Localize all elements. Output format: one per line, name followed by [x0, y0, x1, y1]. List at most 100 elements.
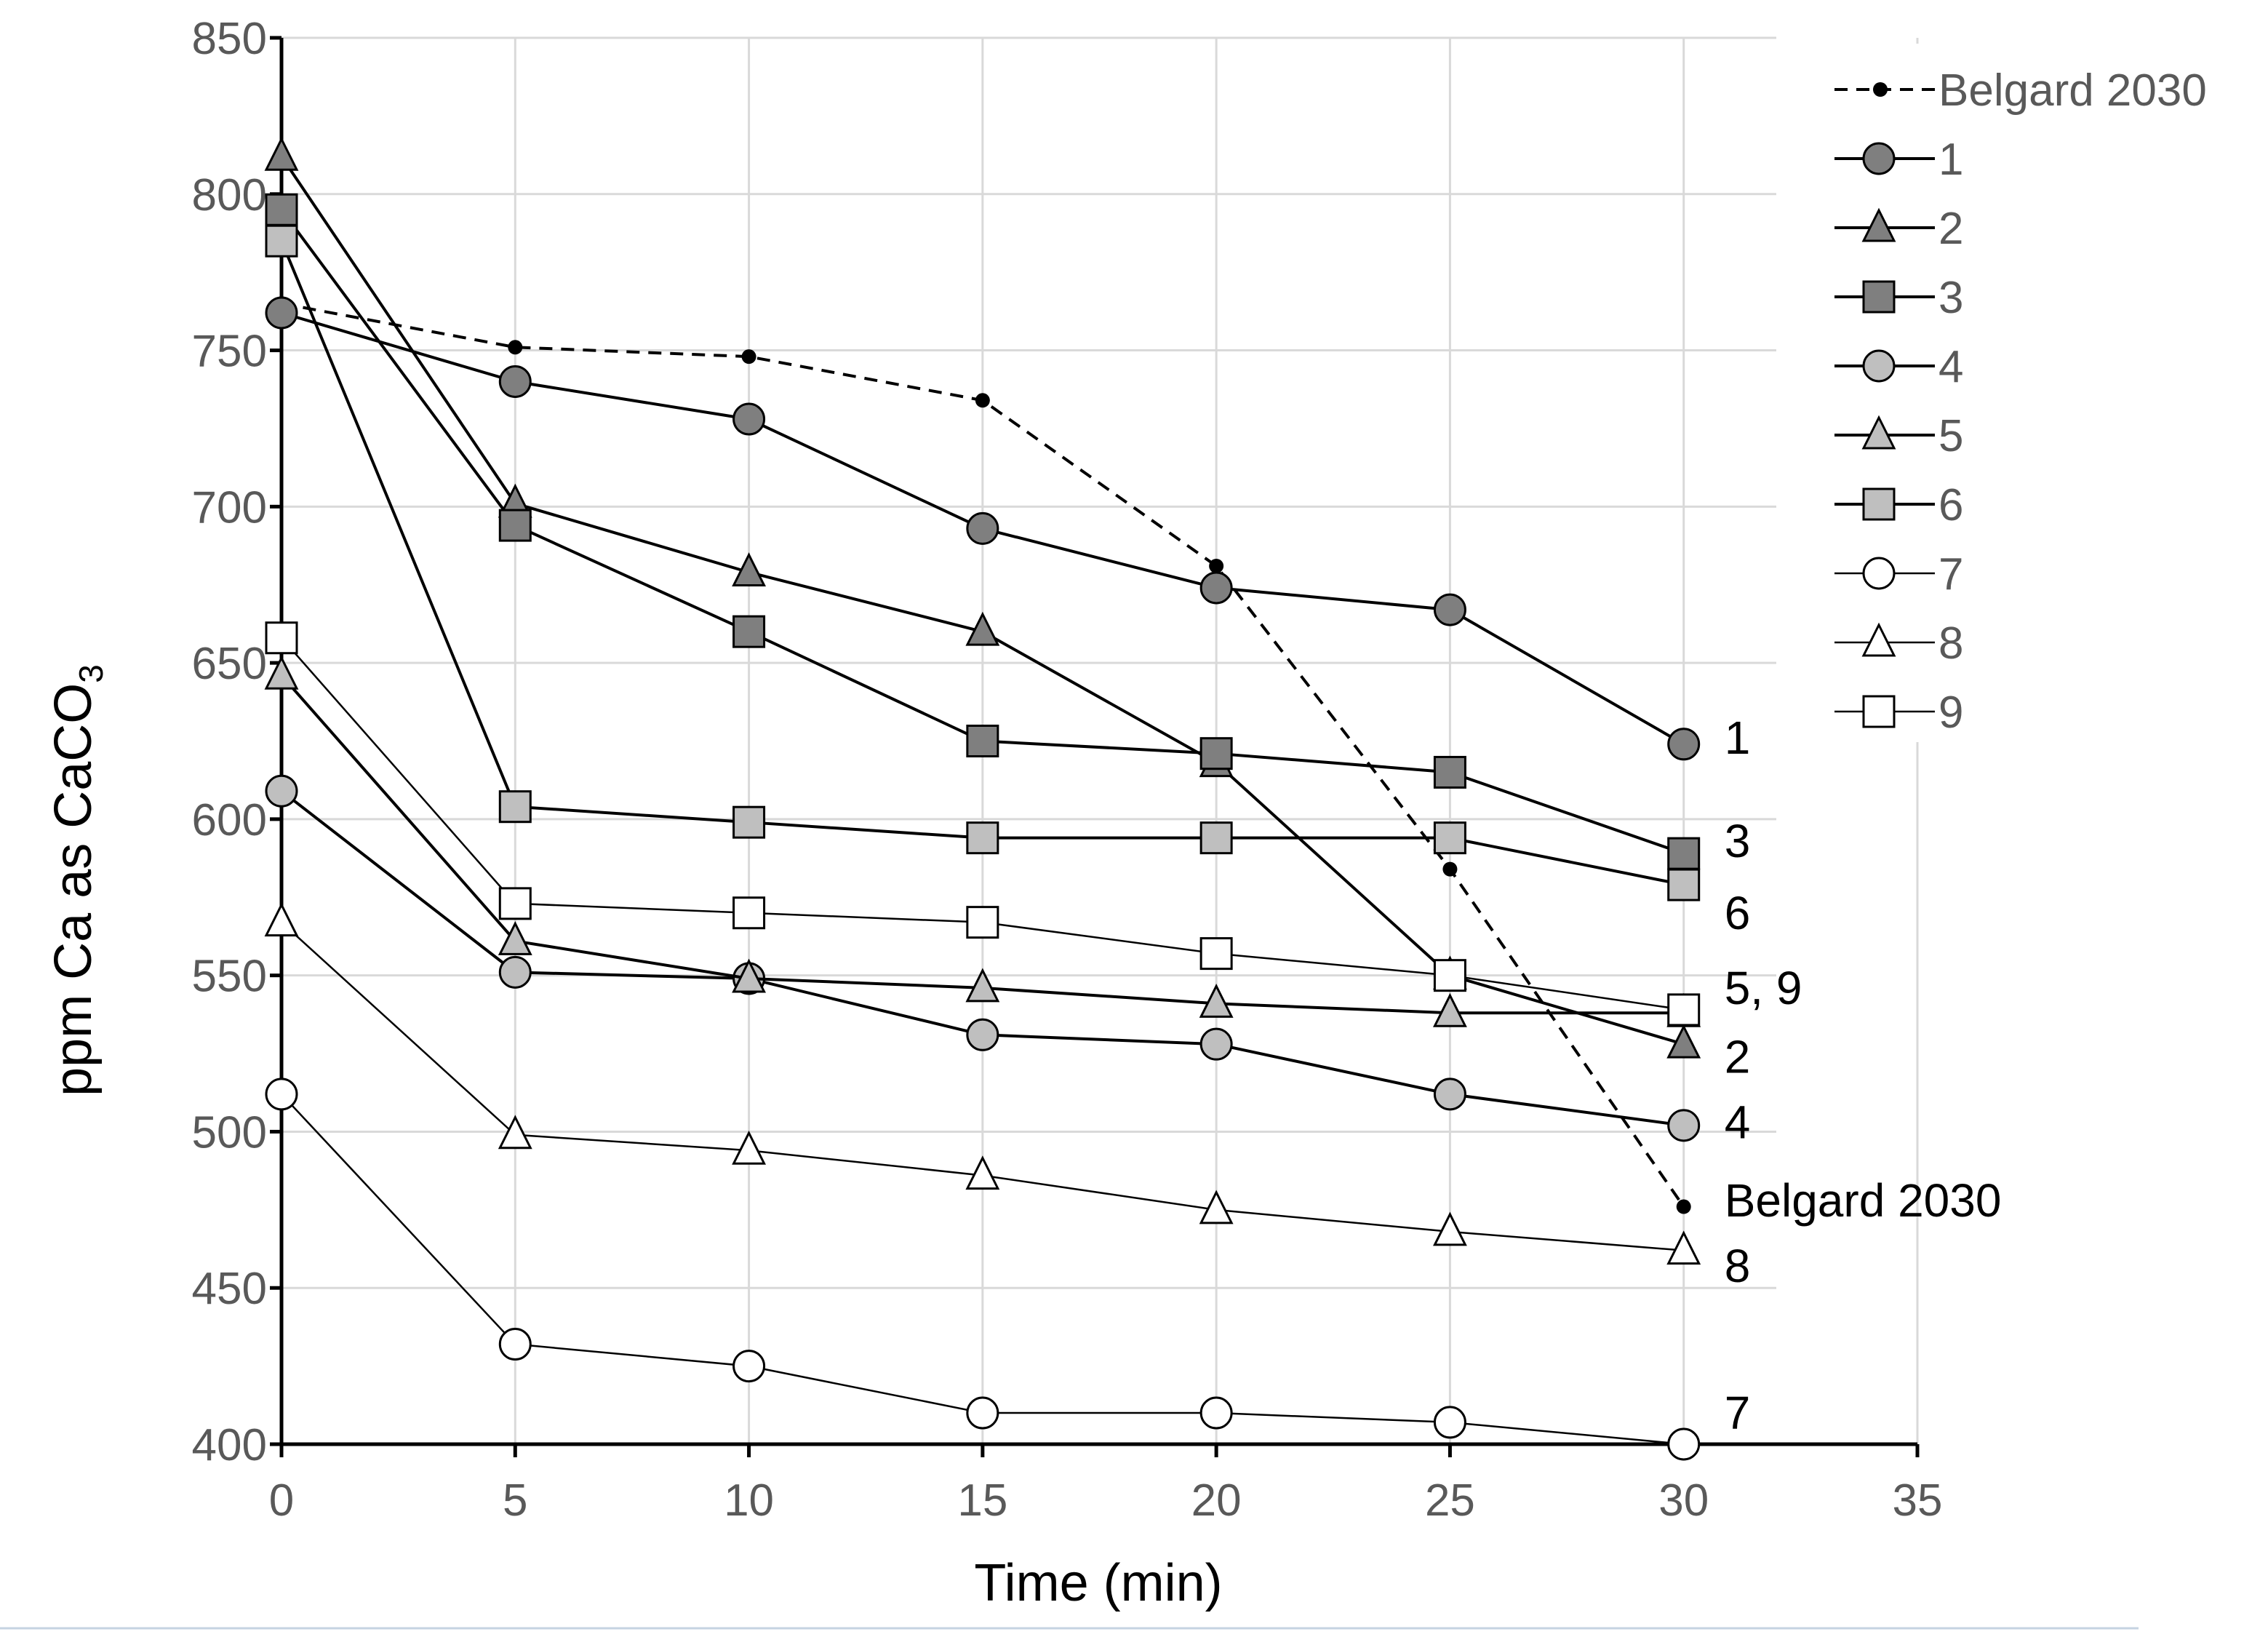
data-point	[966, 1018, 999, 1051]
series-6	[265, 224, 1701, 901]
data-point	[966, 821, 999, 855]
y-tick-label: 650	[192, 639, 267, 689]
x-tick-label: 35	[1893, 1475, 1943, 1526]
x-axis-title: Time (min)	[974, 1554, 1222, 1612]
x-tick-label: 10	[724, 1475, 774, 1526]
legend: Belgard 2030 1 2 3 4 5 6 7 8 9	[1811, 44, 2268, 742]
data-point	[498, 921, 532, 955]
data-point	[732, 615, 766, 648]
y-tick-label: 550	[192, 952, 267, 1002]
legend-item: 8	[1834, 618, 1963, 669]
data-point	[732, 896, 766, 930]
data-point	[1433, 1078, 1466, 1111]
data-point	[265, 1078, 298, 1111]
data-point	[264, 902, 299, 937]
data-point	[1433, 821, 1466, 855]
data-point	[1667, 837, 1701, 870]
data-point	[966, 511, 999, 545]
data-point	[1433, 992, 1467, 1027]
data-point	[1199, 1190, 1234, 1224]
data-point	[741, 349, 756, 365]
x-tick-label: 5	[503, 1475, 527, 1526]
data-point	[1199, 737, 1233, 770]
data-point	[265, 621, 298, 655]
data-point	[498, 955, 532, 989]
data-point	[1667, 868, 1701, 901]
data-point	[264, 655, 299, 690]
data-point	[966, 1396, 999, 1430]
legend-item: 3	[1834, 273, 1963, 323]
data-point	[732, 1350, 766, 1383]
legend-marker	[1861, 415, 1896, 450]
x-tick-label: 15	[957, 1475, 1007, 1526]
data-point	[1433, 1406, 1466, 1439]
data-point	[1667, 728, 1701, 761]
legend-item: 4	[1834, 342, 1963, 392]
data-point	[1667, 1427, 1701, 1461]
y-axis-title-subscript: 3	[72, 664, 110, 683]
data-point	[498, 365, 532, 399]
y-axis-title-main: ppm Ca as CaCO	[44, 683, 103, 1096]
data-point	[498, 1115, 532, 1150]
data-point	[1433, 1211, 1467, 1246]
series-7	[265, 1078, 1701, 1461]
y-axis-title: ppm Ca as CaCO3	[44, 664, 110, 1096]
data-point	[265, 774, 298, 808]
data-point	[732, 402, 766, 436]
data-point	[966, 725, 999, 757]
data-point	[732, 552, 766, 587]
series-end-label: 4	[1725, 1096, 1751, 1149]
x-tick-label: 20	[1191, 1475, 1242, 1526]
series-8	[264, 902, 1701, 1265]
legend-marker	[1862, 557, 1896, 590]
data-point	[1209, 558, 1224, 573]
data-point	[1433, 593, 1466, 626]
data-point	[1199, 983, 1234, 1018]
data-point	[265, 224, 298, 258]
data-point	[1199, 1396, 1233, 1430]
y-tick-label: 700	[192, 482, 267, 533]
data-point	[732, 958, 766, 993]
data-point	[965, 611, 1000, 646]
legend-marker	[1861, 207, 1896, 242]
data-point	[732, 1130, 766, 1165]
data-point	[975, 393, 990, 408]
legend-label: 1	[1938, 135, 1963, 185]
legend-marker	[1862, 280, 1896, 314]
legend-label: 9	[1938, 688, 1963, 738]
legend-label: 6	[1938, 480, 1963, 530]
data-point	[1199, 937, 1233, 971]
series-end-label: 1	[1725, 712, 1751, 764]
y-tick-label: 500	[192, 1107, 267, 1158]
data-point	[1442, 861, 1458, 877]
data-point	[265, 193, 298, 226]
data-point	[1433, 959, 1466, 992]
data-series	[264, 136, 1701, 1461]
legend-marker	[1862, 487, 1896, 521]
data-point	[1667, 993, 1701, 1027]
series-end-label: 6	[1725, 887, 1751, 939]
x-tick-label: 0	[269, 1475, 294, 1526]
y-tick-label: 800	[192, 170, 267, 220]
series-3	[265, 193, 1701, 870]
legend-label: 2	[1938, 204, 1963, 254]
legend-item: Belgard 2030	[1834, 65, 2207, 116]
data-point	[265, 296, 298, 330]
series-1	[265, 296, 1701, 761]
data-point	[1199, 1027, 1233, 1061]
legend-label: 3	[1938, 273, 1963, 323]
legend-item: 7	[1834, 549, 1963, 600]
y-tick-label: 850	[192, 14, 267, 64]
data-point	[965, 968, 1000, 1003]
legend-label: 5	[1938, 411, 1963, 461]
series-end-label: 2	[1725, 1030, 1751, 1083]
data-point	[966, 906, 999, 939]
x-tick-label: 25	[1425, 1475, 1475, 1526]
data-point	[498, 1328, 532, 1361]
y-tick-label: 450	[192, 1264, 267, 1314]
y-tick-label: 750	[192, 327, 267, 377]
legend-marker	[1862, 695, 1896, 728]
data-point	[965, 1155, 1000, 1190]
